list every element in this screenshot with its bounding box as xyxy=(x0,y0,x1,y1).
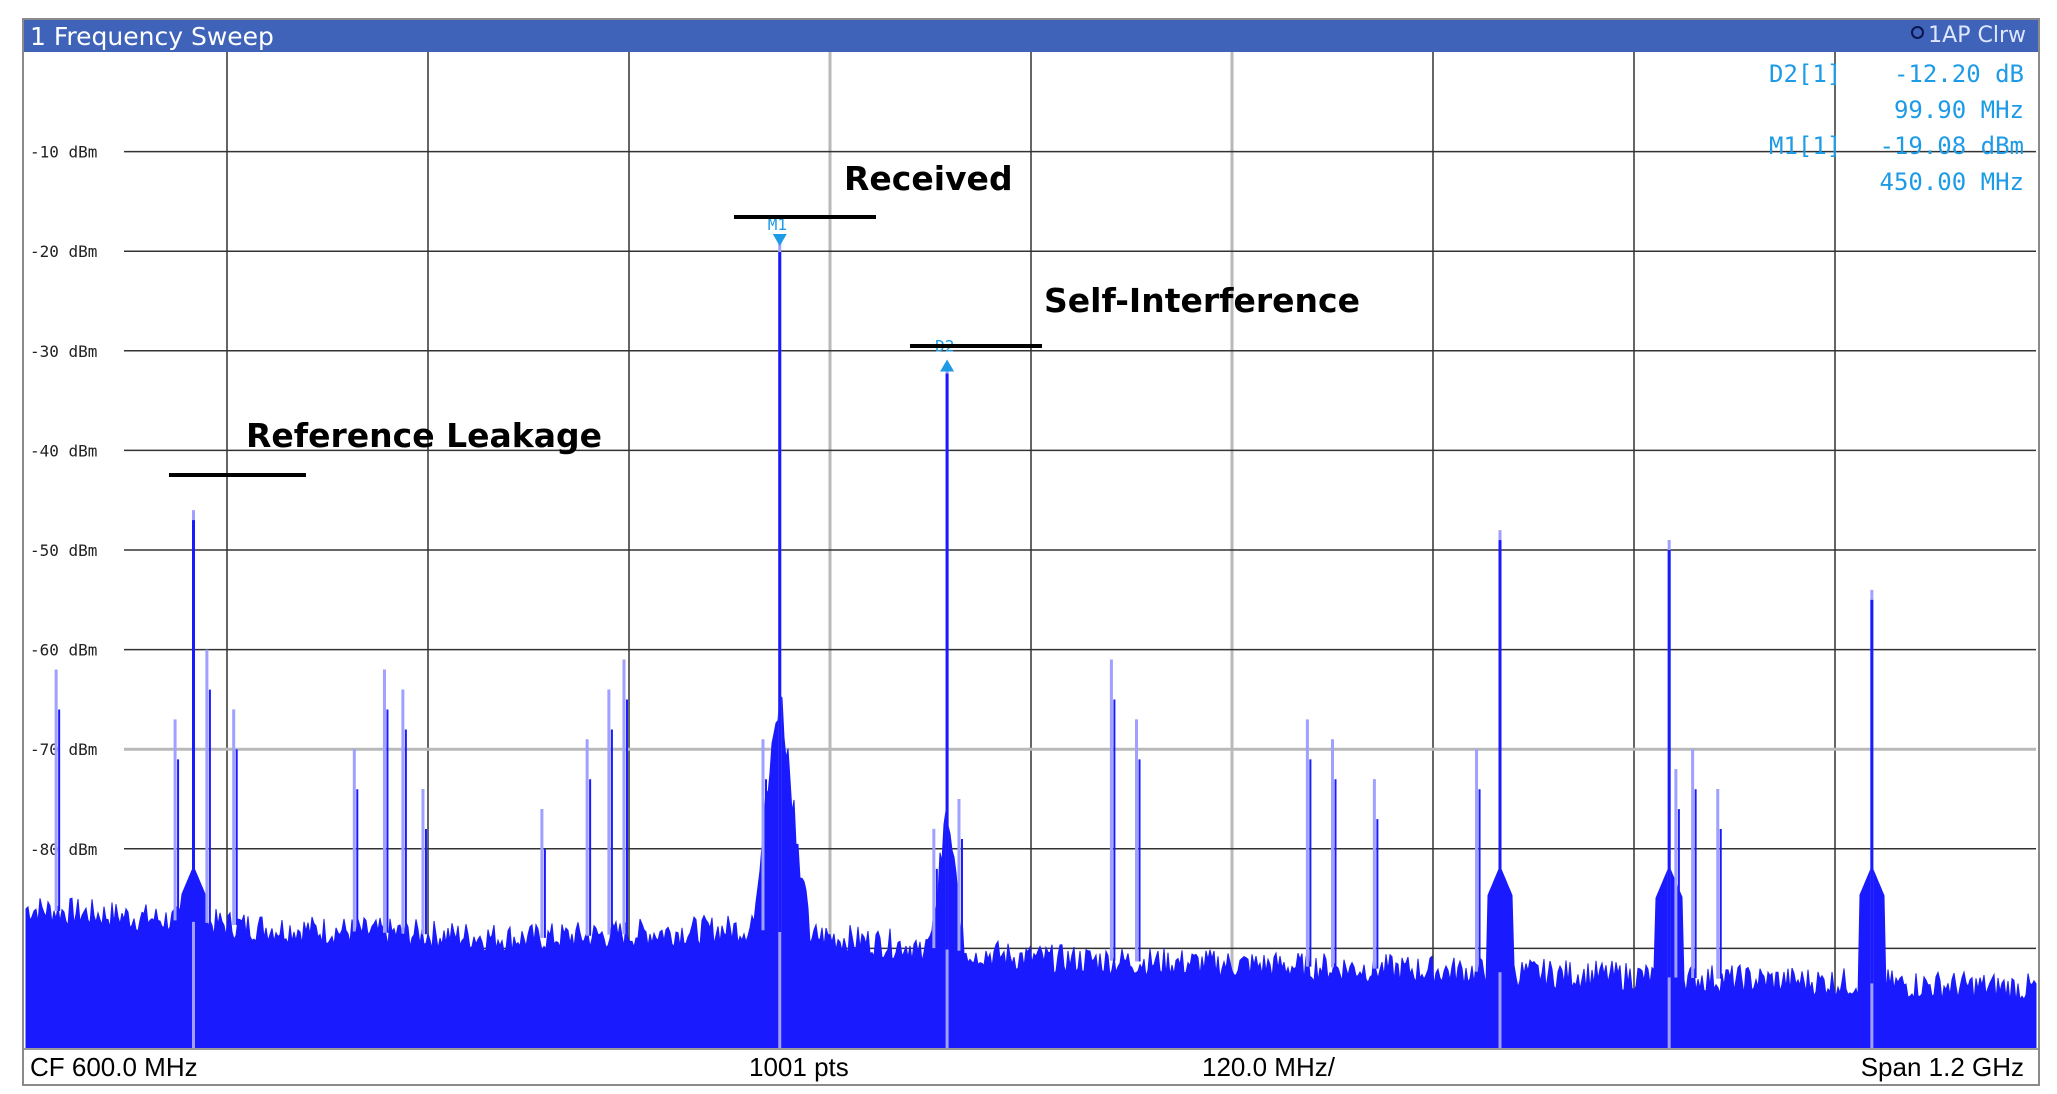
annotation-label: Received xyxy=(844,159,1013,198)
frequency-per-division: 120.0 MHz/ xyxy=(1202,1052,1335,1082)
marker-table-value: 450.00 MHz xyxy=(1880,168,2025,196)
marker-table-name: D2[1] xyxy=(1769,60,1841,88)
y-tick-labels: -10 dBm -20 dBm -30 dBm -40 dBm -50 dBm -60 d… xyxy=(30,143,97,959)
marker-label: M1 xyxy=(768,215,787,234)
marker-table-value: -12.20 dB xyxy=(1894,60,2024,88)
plot-grid xyxy=(124,52,2036,1048)
y-tick-label: -60 dBm xyxy=(30,641,97,660)
spectrum-trace xyxy=(25,242,2037,1049)
center-frequency: CF 600.0 MHz xyxy=(30,1052,198,1082)
annotation-label: Reference Leakage xyxy=(246,416,602,455)
y-tick-label: -80 dBm xyxy=(30,840,97,859)
window-title-bar: 1 Frequency Sweep 1AP Clrw xyxy=(24,20,2038,52)
span-value: Span 1.2 GHz xyxy=(1860,1052,2024,1082)
marker-d2-icon xyxy=(940,359,955,372)
trace-dot-icon xyxy=(1911,26,1925,39)
trace-label: 1AP Clrw xyxy=(1928,23,2026,48)
y-tick-label: -10 dBm xyxy=(30,143,97,162)
y-tick-label: -30 dBm xyxy=(30,342,97,361)
y-tick-label: -20 dBm xyxy=(30,242,97,261)
spectrum-plot[interactable]: -10 dBm -20 dBm -30 dBm -40 dBm -50 dBm -60 d… xyxy=(24,20,2038,1084)
marker-table-value: -19.08 dBm xyxy=(1880,132,2025,160)
y-tick-label: -50 dBm xyxy=(30,541,97,560)
marker-m1-icon xyxy=(772,234,787,247)
annotation-label: Self-Interference xyxy=(1044,281,1360,320)
marker-table-name: M1[1] xyxy=(1769,132,1841,160)
marker-table: D2[1] -12.20 dB 99.90 MHz M1[1] -19.08 dBm 45… xyxy=(1769,60,2024,196)
annotation-layer: Received Self-Interference Reference Leaka… xyxy=(169,159,1360,477)
status-footer: CF 600.0 MHz 1001 pts 120.0 MHz/ Span 1.… xyxy=(24,1048,2038,1084)
y-tick-label: -40 dBm xyxy=(30,441,97,460)
marker-table-value: 99.90 MHz xyxy=(1894,96,2024,124)
sweep-points: 1001 pts xyxy=(749,1052,849,1082)
noise-floor-area xyxy=(25,694,2037,1049)
y-tick-label: -70 dBm xyxy=(30,740,97,759)
spectrum-window: 1 Frequency Sweep 1AP Clrw -10 dBm -20 dB… xyxy=(22,18,2040,1086)
trace-indicator[interactable]: 1AP Clrw xyxy=(1911,23,2026,48)
window-title: 1 Frequency Sweep xyxy=(30,22,274,51)
